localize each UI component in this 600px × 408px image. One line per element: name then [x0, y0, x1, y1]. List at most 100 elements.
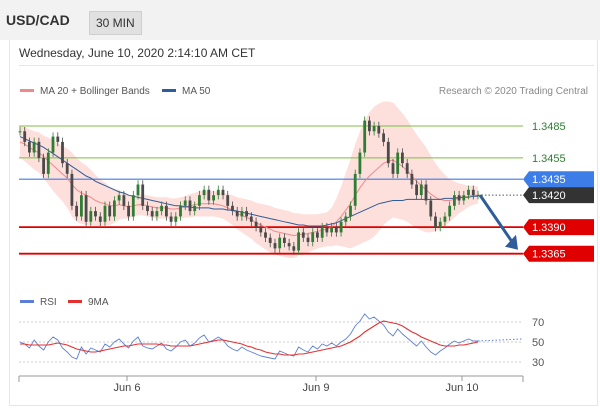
candle-body — [386, 141, 390, 164]
candle-body — [193, 205, 197, 212]
candle-body — [268, 237, 272, 243]
candle-body — [183, 200, 187, 206]
header-bar: USD/CAD 30 MIN — [0, 0, 600, 40]
candle-body — [174, 216, 178, 222]
price-chart: 1.3485 1.3455 1.3435 1.3420 1.3390 1.3365 — [18, 101, 594, 262]
price-tag-label-4: 1.3390 — [532, 222, 566, 234]
candle-body — [188, 200, 192, 212]
candle-body — [37, 141, 41, 158]
candle-body — [89, 211, 93, 222]
timeframe-badge[interactable]: 30 MIN — [89, 11, 142, 35]
forecast-arrow-shaft — [478, 194, 514, 243]
candle-body — [75, 205, 78, 217]
candle-body — [61, 141, 64, 164]
candle-body — [410, 173, 414, 185]
candle-body — [226, 195, 230, 206]
candle-body — [471, 189, 475, 196]
x-tick-label-jun6: Jun 6 — [114, 382, 141, 394]
candle-body — [382, 133, 385, 142]
price-tag-label-2: 1.3435 — [532, 174, 566, 186]
price-tag-bg-2 — [523, 171, 594, 188]
legend-swatch-9ma — [68, 300, 82, 303]
candle-body — [415, 184, 418, 196]
candle-body — [155, 211, 159, 217]
candle-body — [330, 227, 333, 233]
candle-body — [131, 195, 135, 217]
price-tag-label-0: 1.3485 — [532, 121, 566, 133]
credit-text: Research © 2020 Trading Central — [439, 86, 588, 97]
candle-body — [259, 227, 263, 233]
candle-body — [278, 237, 282, 249]
price-tag-label-1: 1.3455 — [532, 153, 566, 165]
candle-body — [334, 227, 338, 233]
candle-body — [264, 232, 267, 238]
candle-body — [245, 211, 248, 217]
candle-body — [98, 216, 102, 222]
candle-body — [235, 211, 239, 217]
candle-body — [113, 200, 116, 217]
candle-body — [240, 211, 244, 217]
chart-panel — [9, 40, 598, 406]
candle-body — [448, 205, 452, 217]
price-tag-label-3: 1.3420 — [532, 190, 566, 202]
candle-body — [51, 136, 55, 153]
candle-body — [23, 131, 27, 142]
candle-body — [254, 221, 258, 228]
divider — [19, 65, 594, 66]
candle-body — [443, 216, 447, 222]
candle-body — [221, 189, 225, 196]
candle-body — [339, 221, 343, 233]
price-tag-label-5: 1.3365 — [532, 249, 566, 261]
candle-body — [462, 195, 466, 201]
candle-body — [136, 184, 140, 196]
candle-body — [169, 216, 173, 222]
candle-body — [94, 211, 97, 217]
price-tag-bg-4 — [523, 219, 594, 236]
candle-body — [297, 232, 300, 251]
candle-body — [405, 163, 409, 174]
candle-body — [46, 152, 50, 174]
legend-label-9ma: 9MA — [88, 297, 109, 308]
candle-body — [344, 216, 348, 222]
legend-swatch-ma50 — [162, 89, 176, 92]
candle-body — [198, 195, 201, 206]
symbol-title: USD/CAD — [6, 12, 70, 28]
candle-body — [249, 216, 253, 222]
candle-body — [108, 205, 112, 217]
candle-body — [18, 131, 22, 133]
timestamp: Wednesday, June 10, 2020 2:14:10 AM CET — [19, 46, 256, 60]
candle-body — [391, 163, 395, 174]
ma20-line — [19, 141, 478, 237]
candle-body — [363, 120, 367, 153]
candle-body — [56, 136, 60, 142]
legend-label-ma20: MA 20 + Bollinger Bands — [40, 86, 150, 97]
candle-body — [368, 120, 371, 132]
candle-body — [453, 195, 456, 206]
price-tag-bg-3 — [523, 187, 594, 204]
candle-body — [325, 227, 329, 233]
candle-body — [160, 205, 163, 212]
candle-body — [127, 205, 130, 217]
legend-label-rsi: RSI — [40, 297, 57, 308]
candle-body — [287, 243, 291, 247]
candle-body — [42, 157, 45, 174]
rsi-level-label-2: 30 — [532, 357, 544, 369]
candle-body — [150, 211, 154, 217]
candle-body — [419, 184, 423, 196]
candle-body — [438, 221, 442, 228]
candle-body — [122, 195, 126, 206]
candle-body — [476, 195, 480, 197]
candle-body — [457, 195, 461, 201]
forecast-arrow-head — [505, 234, 518, 250]
candle-body — [434, 216, 437, 228]
candle-body — [349, 205, 352, 217]
candle-body — [273, 243, 277, 249]
rsi-chart: 70 50 30 — [19, 313, 544, 369]
candle-body — [401, 152, 404, 164]
candle-body — [429, 200, 433, 217]
legend-swatch-rsi — [20, 300, 34, 303]
candle-body — [212, 195, 215, 201]
candle-body — [65, 163, 69, 174]
candle-body — [28, 141, 31, 153]
candle-body — [32, 141, 36, 153]
